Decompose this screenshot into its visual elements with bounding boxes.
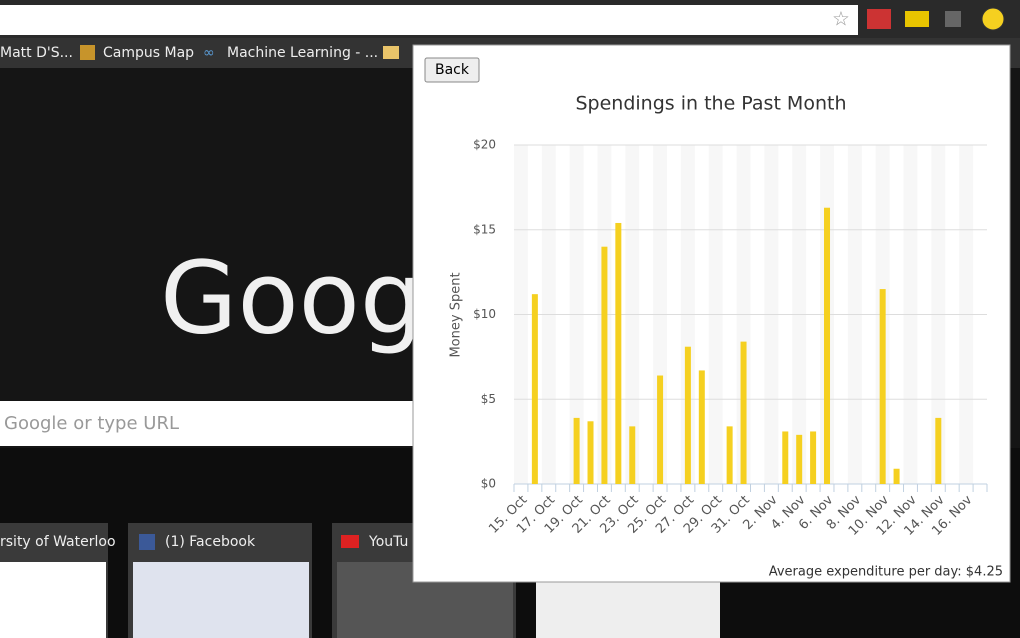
bar [810, 431, 817, 484]
bar [573, 417, 580, 484]
tile-thumbnail [0, 562, 106, 638]
bar [893, 468, 900, 484]
back-button[interactable] [424, 57, 480, 83]
bar [615, 222, 622, 484]
chart-title: Spendings in the Past Month [575, 93, 846, 115]
bar [726, 426, 733, 484]
bar [782, 431, 789, 484]
bar [740, 341, 747, 484]
bar [587, 421, 594, 484]
facebook-icon [139, 534, 155, 550]
bar [935, 417, 942, 484]
bar [684, 346, 691, 484]
back-button-label[interactable]: Back [435, 62, 470, 78]
bar [629, 426, 636, 484]
average-annotation: Average expenditure per day: $4.25 [769, 565, 1003, 580]
bar [879, 289, 886, 484]
tile-title: rsity of Waterloo [0, 534, 116, 550]
google-logo: Goog [160, 239, 423, 356]
bar [796, 434, 803, 484]
bar [657, 375, 664, 484]
omnibox[interactable] [0, 5, 858, 35]
star-icon[interactable]: ☆ [832, 7, 850, 31]
tile-title: YouTu [368, 534, 408, 550]
y-tick-label: $10 [473, 307, 496, 321]
youtube-icon [341, 535, 359, 548]
tile-thumbnail [536, 582, 720, 638]
bookmark[interactable]: Campus Map [103, 45, 194, 61]
extension-icon[interactable] [905, 11, 929, 27]
extension-icon[interactable] [945, 11, 961, 27]
bar [531, 294, 538, 484]
gmail-icon[interactable] [867, 9, 891, 29]
bar [601, 246, 608, 484]
y-tick-label: $15 [473, 222, 496, 236]
bookmark[interactable]: Machine Learning - ... [227, 45, 378, 61]
tile-title: (1) Facebook [165, 534, 256, 550]
bar [698, 370, 705, 484]
y-tick-label: $20 [473, 138, 496, 152]
folder-icon [383, 46, 399, 59]
search-placeholder: Google or type URL [4, 413, 179, 434]
search-box[interactable] [0, 401, 440, 446]
y-tick-label: $0 [481, 477, 496, 491]
bookmark[interactable]: Matt D'S... [0, 45, 73, 61]
bookmark-icon: ∞ [203, 45, 215, 61]
bookmark-icon [80, 45, 95, 60]
tile-thumbnail [133, 562, 309, 638]
wat-extension-icon[interactable] [981, 7, 1005, 31]
y-axis-label: Money Spent [449, 272, 464, 357]
bar [824, 207, 831, 484]
y-tick-label: $5 [481, 392, 496, 406]
